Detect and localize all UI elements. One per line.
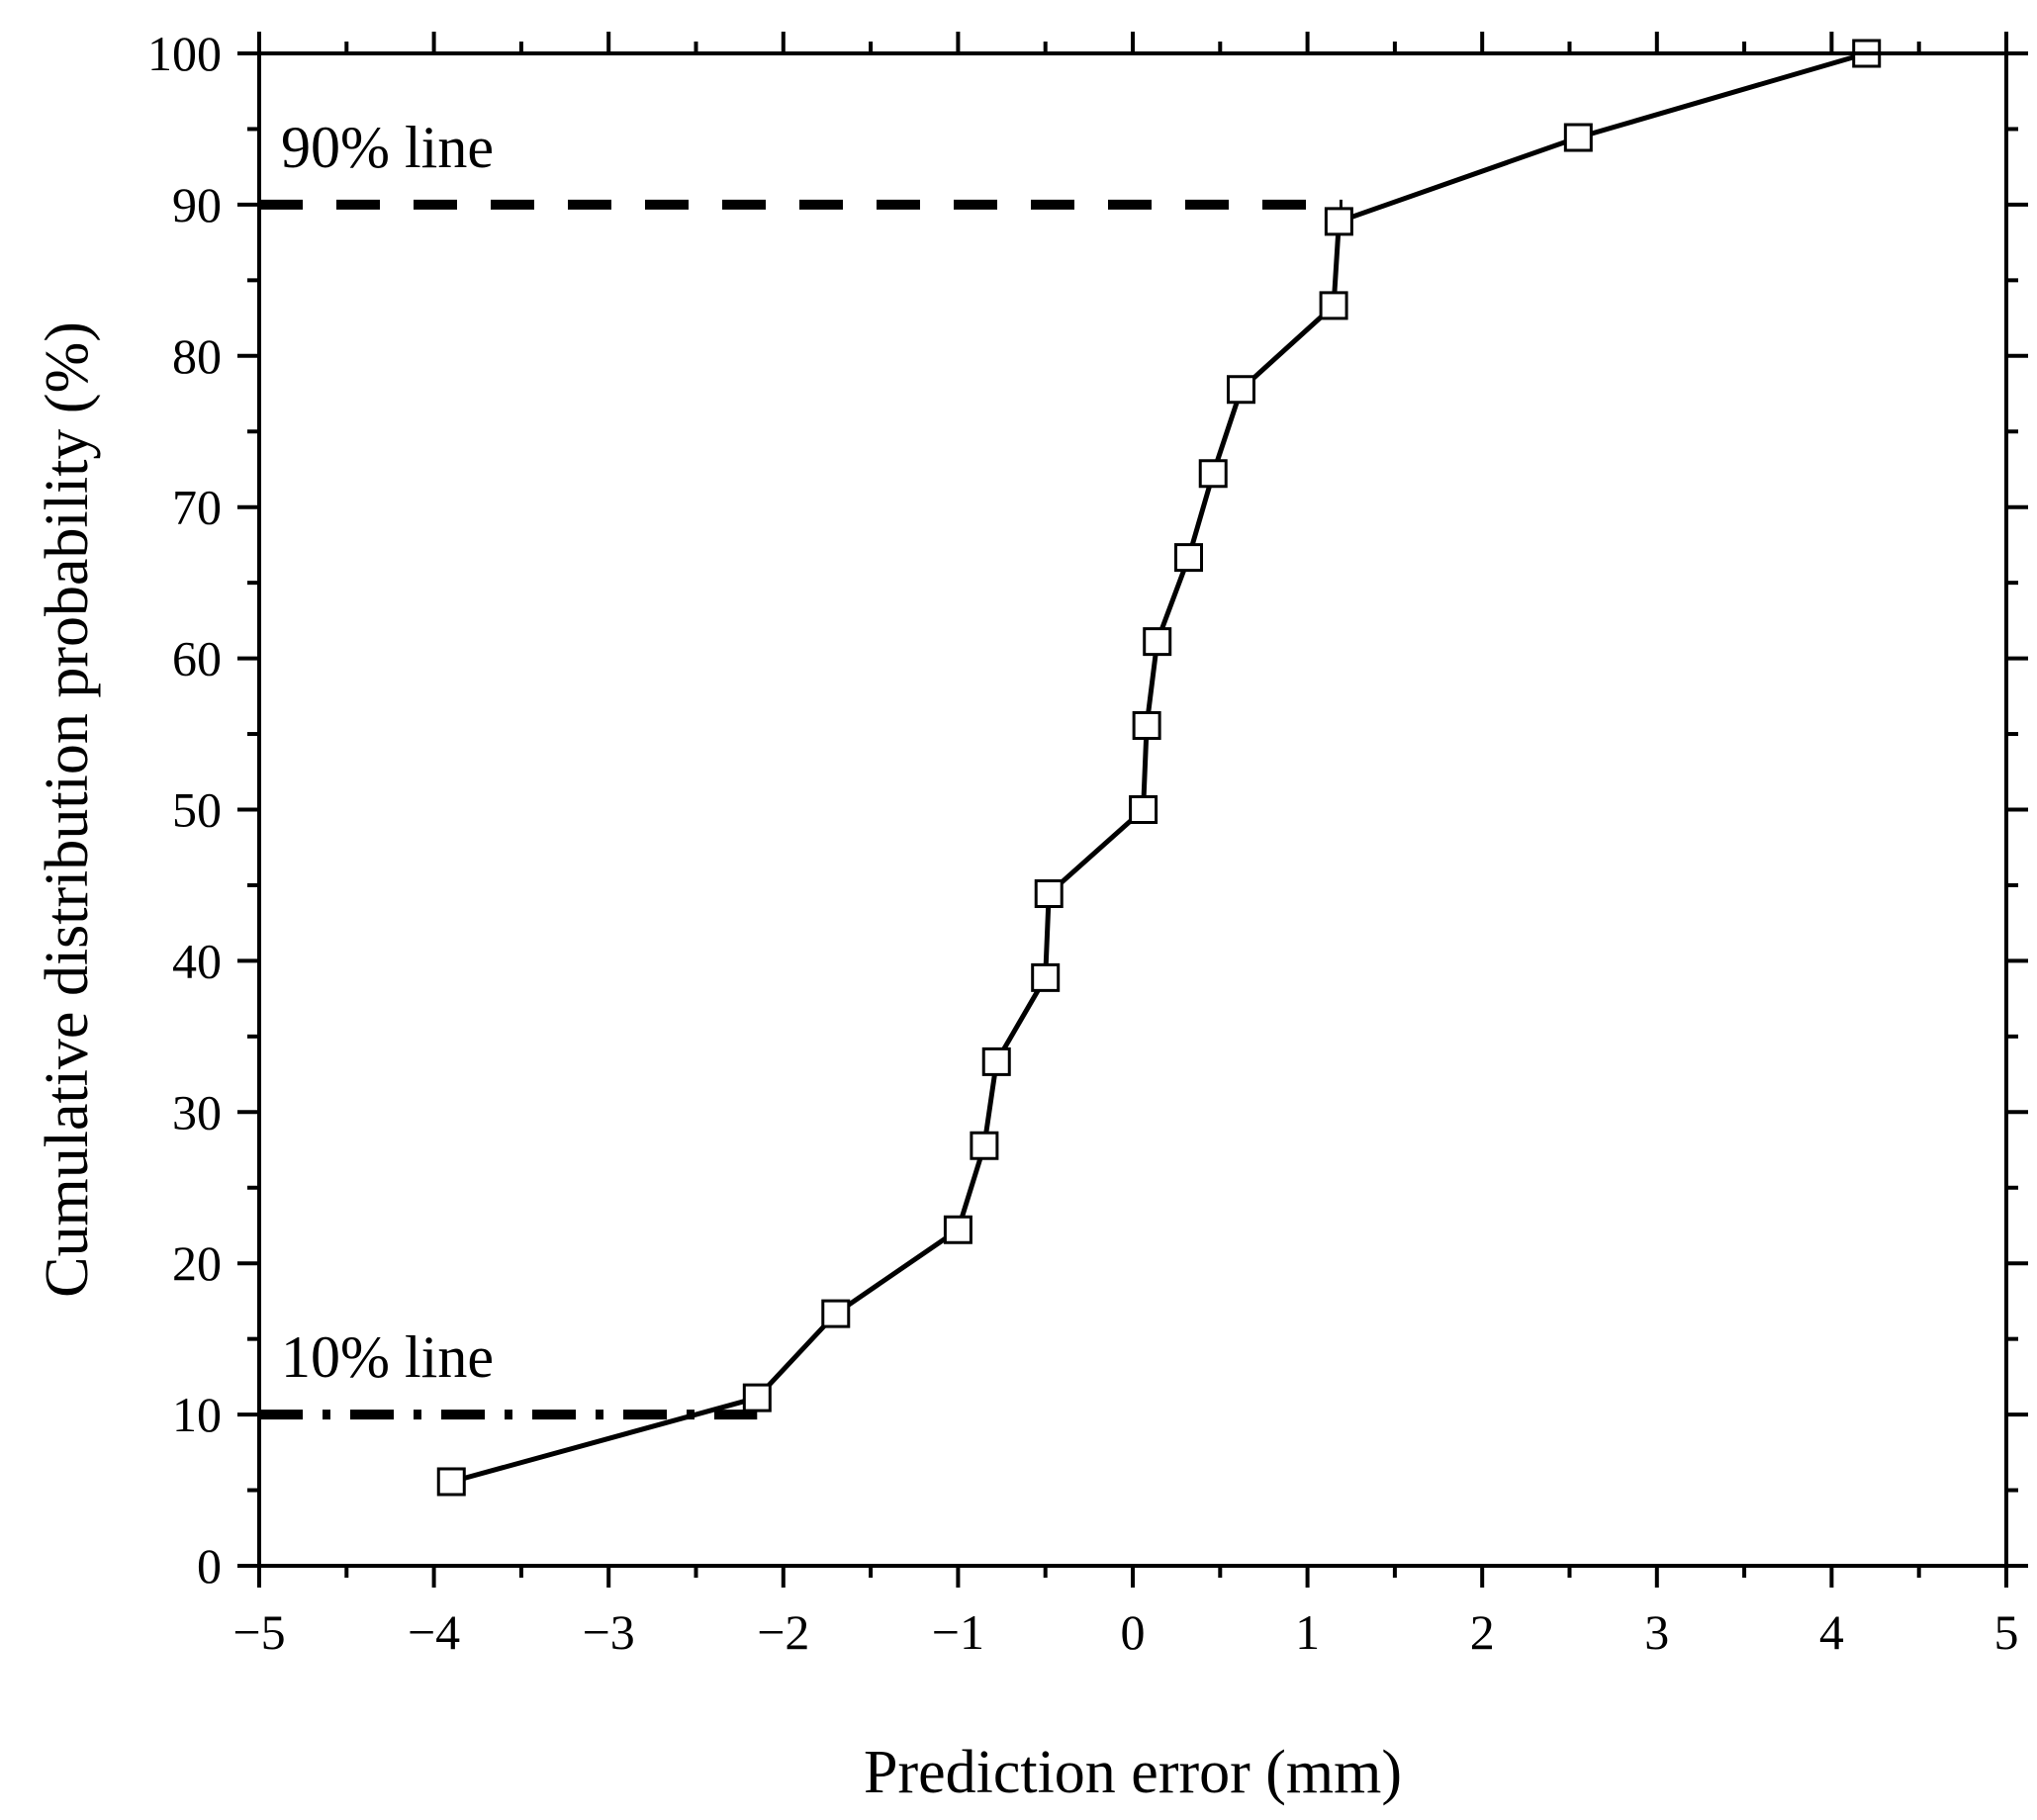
- data-point: [1198, 459, 1228, 489]
- ticks: [237, 32, 2028, 1588]
- y-tick-label: 40: [172, 933, 222, 988]
- data-point: [436, 1467, 466, 1497]
- data-point: [1226, 375, 1255, 405]
- data-point: [970, 1131, 999, 1160]
- x-axis-title: Prediction error (mm): [864, 1739, 1402, 1806]
- y-tick-label: 70: [172, 480, 222, 535]
- data-point: [1174, 543, 1204, 573]
- x-tick-label: 2: [1470, 1604, 1495, 1660]
- x-tick-label: 1: [1295, 1604, 1320, 1660]
- x-tick-label: −4: [408, 1604, 460, 1660]
- data-markers: [436, 39, 1882, 1497]
- y-tick-label: 90: [172, 177, 222, 232]
- data-point: [1324, 207, 1353, 236]
- y-axis-title: Cumulative distribution probability (%): [34, 321, 101, 1298]
- x-tick-label: 0: [1121, 1604, 1146, 1660]
- x-tick-label: 3: [1644, 1604, 1669, 1660]
- y-tick-label: 10: [172, 1387, 222, 1442]
- y-tick-label: 20: [172, 1235, 222, 1291]
- data-point: [1319, 291, 1348, 320]
- y-tick-label: 50: [172, 782, 222, 838]
- x-tick-label: 5: [1994, 1604, 2019, 1660]
- data-point: [981, 1046, 1011, 1076]
- y-tick-label: 60: [172, 631, 222, 686]
- y-tick-label: 0: [197, 1538, 222, 1593]
- y-tick-label: 80: [172, 328, 222, 384]
- reference-label-90: 90% line: [281, 115, 494, 180]
- data-point: [1031, 962, 1061, 992]
- data-point: [742, 1383, 772, 1412]
- data-point: [1563, 123, 1593, 152]
- data-point: [1129, 795, 1158, 824]
- reference-lines: [259, 199, 1343, 1420]
- x-tick-label: −5: [232, 1604, 285, 1660]
- x-tick-label: −3: [583, 1604, 635, 1660]
- data-point: [943, 1215, 972, 1244]
- series-line-0: [450, 50, 1868, 1485]
- reference-label-10: 10% line: [281, 1324, 494, 1390]
- data-point: [1143, 627, 1172, 657]
- x-tick-label: −2: [757, 1604, 809, 1660]
- y-tick-label: 100: [147, 26, 222, 81]
- data-point: [1132, 710, 1161, 740]
- data-point: [821, 1299, 851, 1328]
- y-tick-label: 30: [172, 1084, 222, 1139]
- x-tick-label: −1: [932, 1604, 984, 1660]
- reference-labels: 90% line 10% line: [281, 115, 494, 1390]
- data-point: [1034, 879, 1064, 909]
- x-tick-label: 4: [1819, 1604, 1844, 1660]
- series-lines: [450, 50, 1868, 1485]
